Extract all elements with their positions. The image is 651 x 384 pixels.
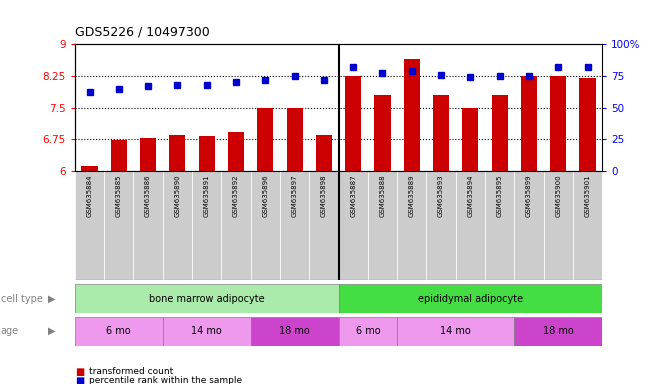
Bar (550, 76, 566, 171)
Bar (339, 284, 602, 313)
Bar (75, 171, 104, 280)
Bar (228, 132, 244, 171)
Bar (257, 108, 273, 171)
Text: GSM635884: GSM635884 (87, 174, 92, 217)
Text: GSM635898: GSM635898 (321, 174, 327, 217)
Bar (111, 141, 127, 171)
Text: GSM635894: GSM635894 (467, 174, 473, 217)
Text: GSM635887: GSM635887 (350, 174, 356, 217)
Text: 14 mo: 14 mo (440, 326, 471, 336)
Bar (81, 166, 98, 171)
Bar (192, 171, 221, 280)
Text: GSM635893: GSM635893 (438, 174, 444, 217)
Bar (140, 138, 156, 171)
Bar (514, 171, 544, 280)
Bar (251, 171, 280, 280)
Text: ▶: ▶ (48, 326, 56, 336)
Bar (169, 135, 186, 171)
Bar (368, 171, 397, 280)
Bar (426, 171, 456, 280)
Text: GSM635895: GSM635895 (497, 174, 503, 217)
Bar (75, 317, 163, 346)
Text: GSM635889: GSM635889 (409, 174, 415, 217)
Bar (404, 59, 420, 171)
Text: epididymal adipocyte: epididymal adipocyte (418, 293, 523, 304)
Bar (492, 95, 508, 171)
Text: 14 mo: 14 mo (191, 326, 222, 336)
Text: transformed count: transformed count (89, 367, 173, 376)
Text: 6 mo: 6 mo (355, 326, 380, 336)
Bar (514, 317, 602, 346)
Text: age: age (1, 326, 19, 336)
Text: GSM635897: GSM635897 (292, 174, 298, 217)
Text: ▶: ▶ (48, 293, 56, 304)
Bar (521, 76, 537, 171)
Bar (163, 317, 251, 346)
Text: GSM635899: GSM635899 (526, 174, 532, 217)
Bar (339, 171, 368, 280)
Text: GSM635886: GSM635886 (145, 174, 151, 217)
Bar (544, 171, 573, 280)
Bar (579, 78, 596, 171)
Text: percentile rank within the sample: percentile rank within the sample (89, 376, 242, 384)
Text: 6 mo: 6 mo (107, 326, 131, 336)
Text: GSM635896: GSM635896 (262, 174, 268, 217)
Text: GSM635888: GSM635888 (380, 174, 385, 217)
Bar (374, 95, 391, 171)
Bar (462, 108, 478, 171)
Text: GSM635900: GSM635900 (555, 174, 561, 217)
Bar (104, 171, 133, 280)
Bar (339, 317, 397, 346)
Text: 18 mo: 18 mo (279, 326, 310, 336)
Text: ■: ■ (75, 367, 84, 377)
Text: GDS5226 / 10497300: GDS5226 / 10497300 (75, 25, 210, 38)
Bar (199, 136, 215, 171)
Bar (316, 135, 332, 171)
Bar (433, 95, 449, 171)
Text: bone marrow adipocyte: bone marrow adipocyte (149, 293, 264, 304)
Text: GSM635890: GSM635890 (174, 174, 180, 217)
Text: GSM635892: GSM635892 (233, 174, 239, 217)
Bar (280, 171, 309, 280)
Bar (163, 171, 192, 280)
Text: 18 mo: 18 mo (543, 326, 574, 336)
Bar (286, 108, 303, 171)
Bar (133, 171, 163, 280)
Bar (221, 171, 251, 280)
Bar (397, 171, 426, 280)
Text: GSM635901: GSM635901 (585, 174, 590, 217)
Text: GSM635891: GSM635891 (204, 174, 210, 217)
Bar (309, 171, 339, 280)
Bar (485, 171, 514, 280)
Bar (251, 317, 339, 346)
Bar (75, 284, 339, 313)
Bar (573, 171, 602, 280)
Bar (397, 317, 514, 346)
Bar (345, 76, 361, 171)
Text: ■: ■ (75, 376, 84, 384)
Text: cell type: cell type (1, 293, 42, 304)
Text: GSM635885: GSM635885 (116, 174, 122, 217)
Bar (456, 171, 485, 280)
